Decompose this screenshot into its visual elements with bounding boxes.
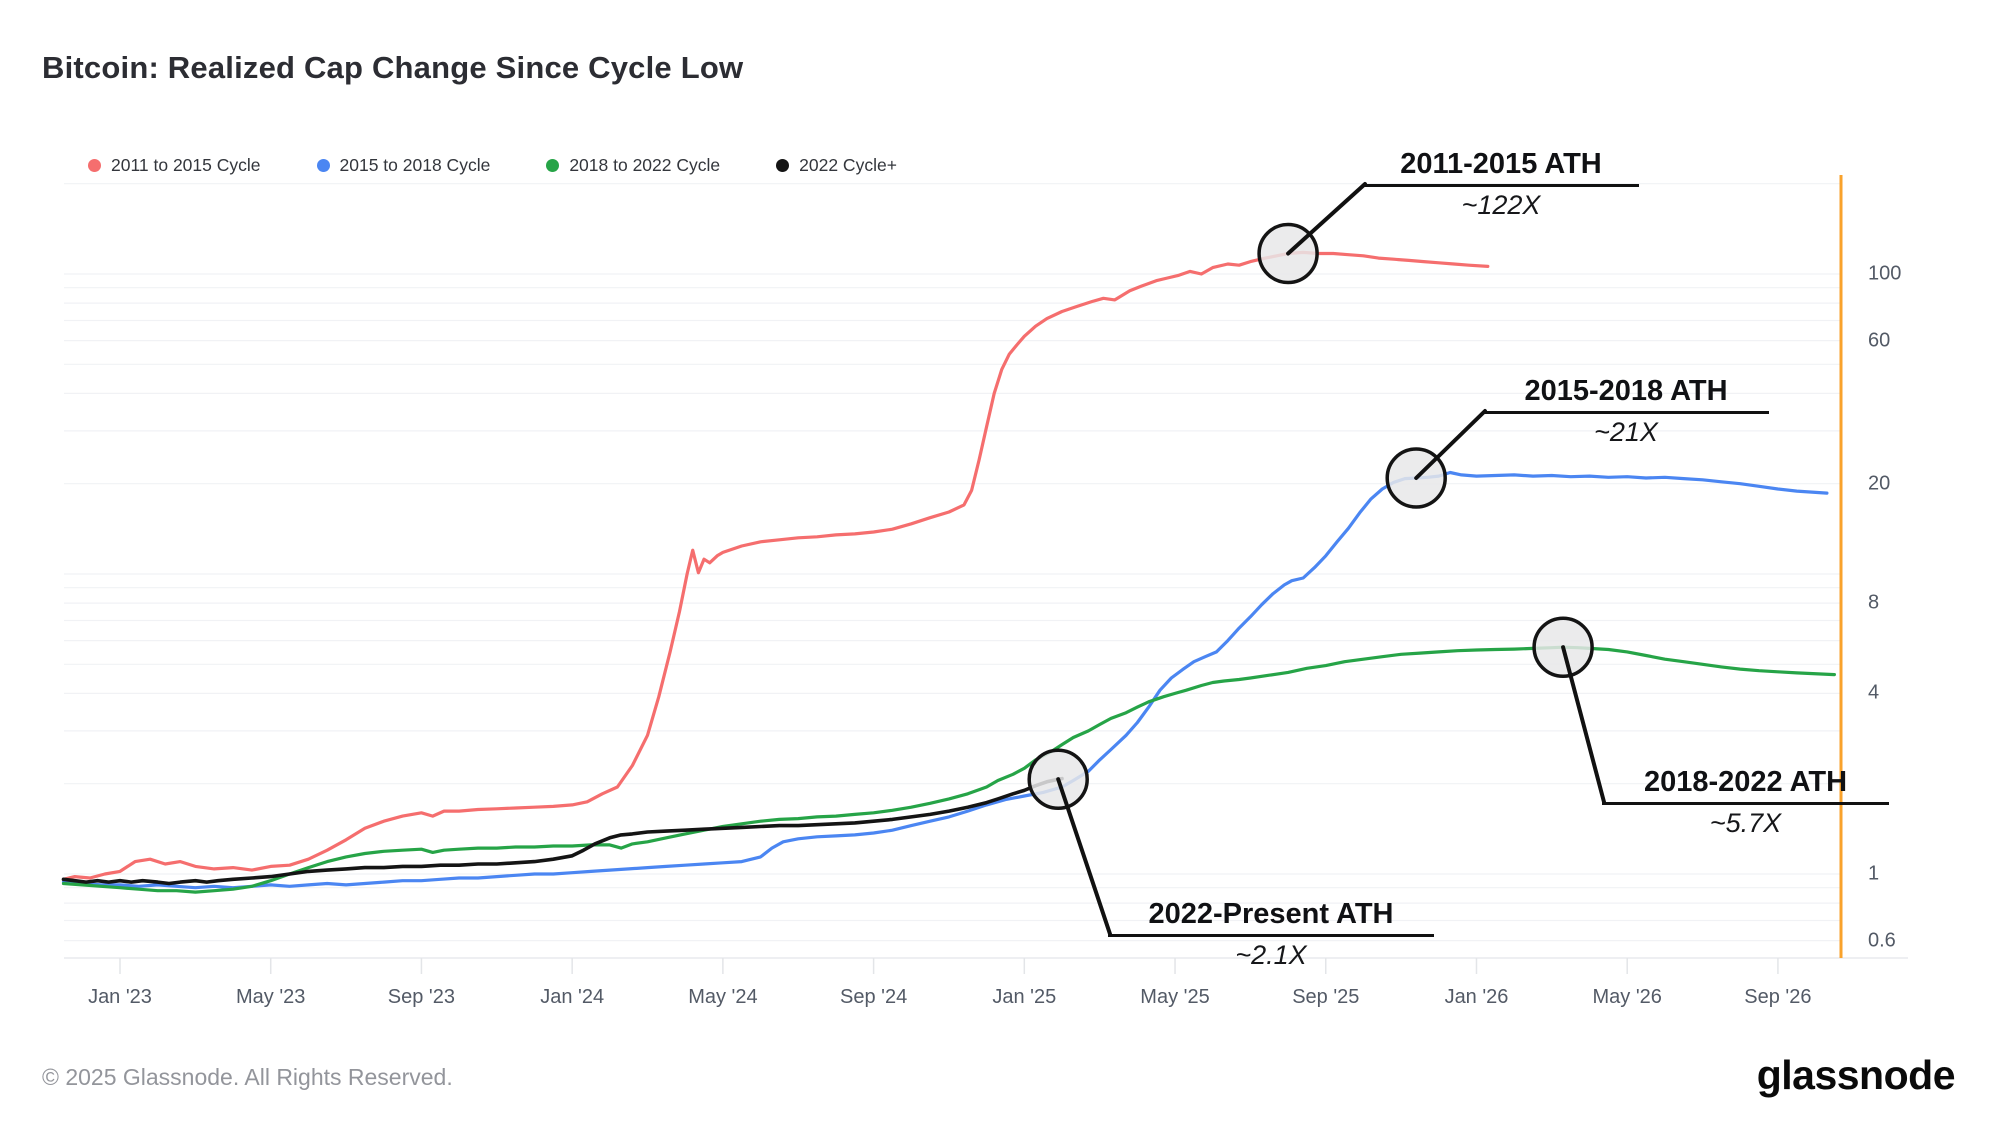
ath-leader-line (1286, 182, 1367, 256)
series-line-4 (61, 776, 1064, 886)
x-tick-label: Sep '25 (1292, 986, 1360, 1008)
ath-annotation-2: 2015-2018 ATH ~21X (1483, 374, 1769, 448)
ath-annotation-4: 2022-Present ATH ~2.1X (1108, 897, 1434, 971)
ath-annotation-title: 2018-2022 ATH (1602, 765, 1889, 805)
y-tick-label: 60 (1868, 329, 1891, 352)
y-tick-label: 100 (1868, 262, 1902, 285)
ath-annotation-3: 2018-2022 ATH ~5.7X (1602, 765, 1889, 839)
series-line-1 (61, 250, 1490, 881)
ath-annotation-title: 2015-2018 ATH (1483, 374, 1769, 414)
y-tick-label: 4 (1868, 681, 1880, 704)
x-tick-label: May '26 (1592, 986, 1662, 1008)
ath-leader-line (1561, 645, 1606, 804)
ath-annotation-multiple: ~122X (1461, 190, 1541, 220)
ath-annotation-1: 2011-2015 ATH ~122X (1363, 147, 1639, 221)
legend-label: 2011 to 2015 Cycle (111, 155, 261, 175)
ath-annotation-title: 2011-2015 ATH (1363, 147, 1639, 187)
legend-item-2[interactable]: 2015 to 2018 Cycle (316, 155, 491, 176)
page-title: Bitcoin: Realized Cap Change Since Cycle… (42, 50, 744, 85)
legend-label: 2015 to 2018 Cycle (339, 155, 491, 175)
ath-annotation-title: 2022-Present ATH (1108, 897, 1434, 937)
x-tick-label: May '24 (688, 986, 758, 1008)
x-tick-label: Sep '24 (839, 986, 908, 1008)
ath-annotation-multiple: ~5.7X (1709, 808, 1782, 838)
ath-leader-line (1056, 777, 1112, 936)
legend-label: 2018 to 2022 Cycle (569, 155, 721, 175)
x-tick-label: Jan '25 (992, 986, 1057, 1008)
ath-leader-line (1414, 409, 1487, 480)
x-tick-label: Sep '23 (387, 986, 455, 1008)
y-tick-label: 8 (1868, 591, 1880, 614)
legend-dot-icon (776, 159, 790, 172)
footer-copyright: © 2025 Glassnode. All Rights Reserved. (42, 1064, 453, 1090)
legend-item-3[interactable]: 2018 to 2022 Cycle (546, 155, 720, 176)
x-tick-label: May '23 (235, 986, 306, 1008)
y-tick-label: 0.6 (1868, 929, 1896, 952)
x-tick-label: May '25 (1140, 986, 1210, 1008)
series-line-2 (61, 470, 1829, 890)
x-tick-label: Sep '26 (1744, 986, 1812, 1008)
x-tick-label: Jan '23 (88, 986, 152, 1008)
x-tick-label: Jan '24 (540, 986, 605, 1008)
y-tick-label: 1 (1868, 862, 1880, 885)
x-tick-label: Jan '26 (1444, 986, 1509, 1008)
legend-item-4[interactable]: 2022 Cycle+ (776, 155, 897, 176)
legend-dot-icon (316, 159, 330, 172)
ath-annotation-multiple: ~2.1X (1235, 940, 1307, 970)
legend-item-1[interactable]: 2011 to 2015 Cycle (88, 155, 261, 176)
series-line-3 (61, 645, 1837, 894)
legend-dot-icon (88, 159, 101, 172)
glassnode-logo: glassnode (1756, 1052, 1956, 1098)
legend: 2011 to 2015 Cycle 2015 to 2018 Cycle 2018… (88, 155, 897, 176)
ath-annotation-multiple: ~21X (1594, 417, 1658, 447)
y-tick-label: 20 (1868, 472, 1891, 495)
legend-label: 2022 Cycle+ (799, 155, 897, 175)
legend-dot-icon (546, 159, 560, 172)
